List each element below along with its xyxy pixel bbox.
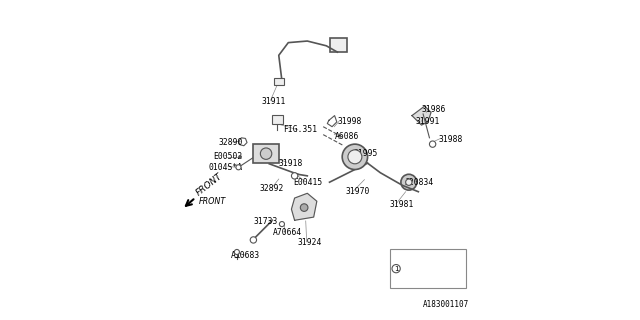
Text: 31918: 31918 [278,159,303,168]
Text: 0104S*A: 0104S*A [209,163,243,172]
Text: FRONT: FRONT [199,197,226,206]
Text: (  0906): ( 0906) [422,255,456,262]
Text: 0104S*B: 0104S*B [401,276,430,282]
Text: 1: 1 [394,266,398,272]
Text: 31986: 31986 [422,105,446,114]
Text: A6086: A6086 [335,132,360,141]
Polygon shape [412,106,431,125]
Text: E00502: E00502 [214,152,243,161]
Text: A183001107: A183001107 [423,300,469,309]
Text: 31733: 31733 [253,217,278,226]
Circle shape [392,265,400,273]
Text: 31924: 31924 [298,238,322,247]
Circle shape [280,221,284,227]
Circle shape [236,165,241,170]
Text: (0906-   ): (0906- ) [422,275,465,282]
Circle shape [234,250,239,254]
Text: 32892: 32892 [259,184,284,193]
Text: 31995: 31995 [353,149,378,158]
Bar [272,115,284,124]
Text: A70664: A70664 [273,228,301,237]
Text: A50683: A50683 [401,256,426,262]
Text: 31988: 31988 [439,135,463,144]
Bar [274,77,284,84]
Circle shape [300,204,308,212]
Text: 31991: 31991 [415,117,440,126]
Text: 31981: 31981 [390,200,414,209]
Text: 31998: 31998 [337,117,362,126]
Circle shape [406,179,412,185]
Circle shape [342,144,367,170]
Polygon shape [291,193,317,220]
Circle shape [260,148,272,159]
Bar [390,249,466,288]
Text: FRONT: FRONT [195,172,225,197]
Text: A50683: A50683 [231,251,260,260]
Text: 31911: 31911 [261,97,285,106]
Circle shape [291,173,298,179]
Circle shape [429,141,436,147]
Text: 32890: 32890 [218,138,243,147]
Text: J20834: J20834 [404,178,433,187]
Text: E00415: E00415 [293,178,323,187]
Circle shape [348,150,362,164]
Bar [253,144,279,163]
Text: FIG.351: FIG.351 [284,125,317,134]
Circle shape [250,237,257,243]
Text: 31970: 31970 [346,187,370,196]
Circle shape [239,156,241,158]
Bar [330,38,347,52]
Circle shape [401,174,417,190]
